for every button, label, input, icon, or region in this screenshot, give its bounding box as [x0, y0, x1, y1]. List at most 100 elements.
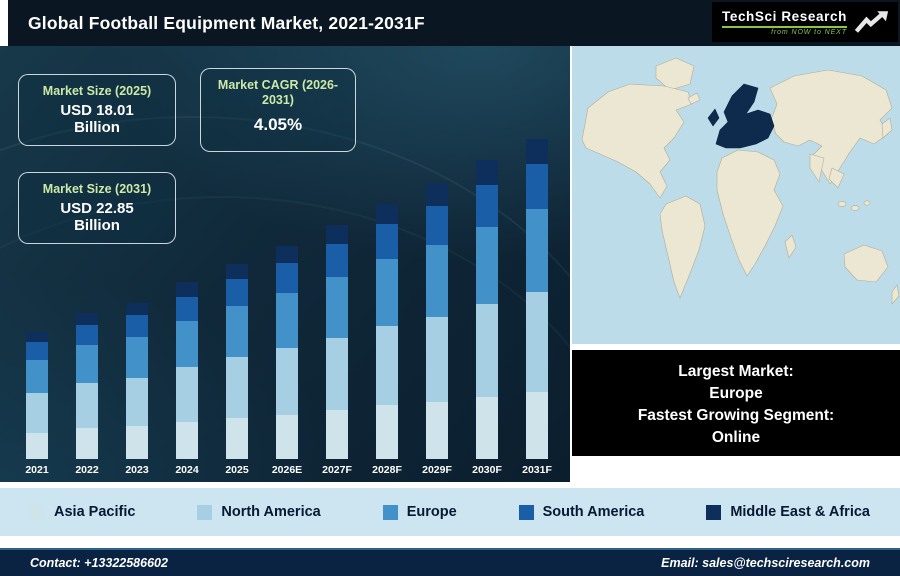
bar-segment-middle-east-africa	[26, 331, 48, 342]
bar-segment-north-america	[26, 392, 48, 433]
legend-label: Asia Pacific	[54, 504, 136, 520]
bar-group: 2026E	[262, 245, 312, 476]
bar-segment-north-america	[526, 292, 548, 392]
world-map	[572, 46, 900, 344]
legend-swatch	[382, 504, 398, 520]
legend-label: Europe	[406, 504, 457, 520]
x-axis-label: 2025	[225, 464, 249, 476]
legend-label: North America	[221, 504, 321, 520]
x-axis-label: 2030F	[472, 464, 502, 476]
bar-segment-asia-pacific	[376, 405, 398, 459]
x-axis-label: 2022	[75, 464, 99, 476]
legend-swatch	[706, 504, 722, 520]
stacked-bar	[476, 160, 498, 459]
bar-segment-south-america	[76, 325, 98, 346]
bar-segment-north-america	[226, 357, 248, 418]
info-box-unit: Billion	[74, 217, 120, 234]
world-map-svg	[572, 46, 900, 344]
header-accent	[0, 0, 8, 46]
bar-segment-south-america	[476, 184, 498, 227]
bar-segment-europe	[526, 209, 548, 293]
legend-item: South America	[518, 504, 645, 520]
map-caption: Largest Market: Europe Fastest Growing S…	[572, 350, 900, 456]
x-axis-label: 2023	[125, 464, 149, 476]
bar-segment-asia-pacific	[476, 396, 498, 459]
bar-segment-middle-east-africa	[426, 183, 448, 206]
info-box-label: Market Size (2031)	[42, 182, 152, 196]
stacked-bar	[526, 139, 548, 459]
caption-line: Largest Market:	[678, 363, 794, 380]
bar-group: 2031F	[512, 139, 562, 476]
x-axis-label: 2028F	[372, 464, 402, 476]
x-axis-label: 2024	[175, 464, 199, 476]
bar-segment-south-america	[426, 205, 448, 245]
bar-segment-north-america	[276, 348, 298, 415]
bar-segment-europe	[326, 276, 348, 338]
info-box-value: 4.05%	[253, 115, 303, 134]
x-axis-label: 2031F	[522, 464, 552, 476]
bar-segment-middle-east-africa	[326, 225, 348, 245]
bar-segment-europe	[76, 345, 98, 384]
bar-segment-europe	[426, 244, 448, 317]
legend-item: Europe	[382, 504, 457, 520]
info-box-unit: Billion	[74, 119, 120, 136]
bar-segment-north-america	[426, 316, 448, 402]
x-axis-label: 2027F	[322, 464, 352, 476]
logo-brand-name: TechSci Research	[722, 8, 847, 24]
bar-segment-middle-east-africa	[276, 245, 298, 263]
bar-segment-middle-east-africa	[176, 282, 198, 297]
bar-group: 2024	[162, 282, 212, 476]
bar-segment-europe	[476, 226, 498, 305]
bar-segment-europe	[376, 259, 398, 326]
info-box-label: Market CAGR (2026-2031)	[217, 78, 339, 107]
map-landmasses	[581, 57, 900, 305]
bar-segment-north-america	[76, 383, 98, 429]
bar-segment-middle-east-africa	[126, 303, 148, 316]
contact-bar: Contact: +13322586602 Email: sales@techs…	[0, 548, 900, 576]
bar-group: 2025	[212, 263, 262, 476]
bar-segment-europe	[226, 306, 248, 358]
bar-segment-asia-pacific	[26, 432, 48, 459]
contact-phone: Contact: +13322586602	[30, 556, 168, 570]
bar-segment-north-america	[126, 377, 148, 426]
bar-group: 2027F	[312, 225, 362, 476]
stacked-bar	[76, 313, 98, 459]
stacked-bar	[176, 282, 198, 459]
bar-segment-south-america	[126, 315, 148, 338]
bar-segment-asia-pacific	[176, 422, 198, 459]
x-axis-label: 2029F	[422, 464, 452, 476]
bar-segment-south-america	[226, 279, 248, 307]
contact-email: Email: sales@techsciresearch.com	[661, 556, 870, 570]
bar-segment-north-america	[326, 337, 348, 410]
stacked-bar	[426, 183, 448, 459]
stacked-bar	[276, 245, 298, 459]
bar-chart: 2021 2022 2023 2024 2025 2026E 2027F 2028F 2029F…	[12, 139, 562, 476]
caption-line: Europe	[709, 385, 763, 402]
legend-swatch	[30, 504, 45, 520]
bar-segment-europe	[126, 337, 148, 378]
x-axis-label: 2021	[25, 464, 49, 476]
bar-segment-north-america	[176, 367, 198, 423]
bar-segment-south-america	[376, 224, 398, 260]
legend-swatch	[197, 504, 213, 520]
bar-segment-europe	[26, 359, 48, 393]
legend-label: Middle East & Africa	[730, 504, 870, 520]
bar-group: 2022	[62, 313, 112, 476]
caption-line: Online	[711, 429, 761, 446]
legend-label: South America	[542, 504, 645, 520]
logo-text: TechSci Research from NOW to NEXT	[722, 9, 847, 36]
bar-segment-north-america	[476, 304, 498, 397]
logo-rule	[722, 25, 847, 28]
logo-arrow-icon	[854, 11, 888, 33]
stacked-bar	[126, 303, 148, 459]
legend: Asia Pacific North America Europe South …	[0, 488, 900, 536]
bar-group: 2029F	[412, 183, 462, 476]
bar-segment-south-america	[276, 262, 298, 293]
bar-segment-asia-pacific	[526, 391, 548, 459]
info-box-label: Market Size (2025)	[42, 84, 152, 98]
brand-logo: TechSci Research from NOW to NEXT	[712, 2, 898, 42]
legend-swatch	[518, 504, 534, 520]
stacked-bar	[26, 331, 48, 459]
chart-panel: Market Size (2025) USD 18.01 Billion Mar…	[0, 46, 570, 482]
